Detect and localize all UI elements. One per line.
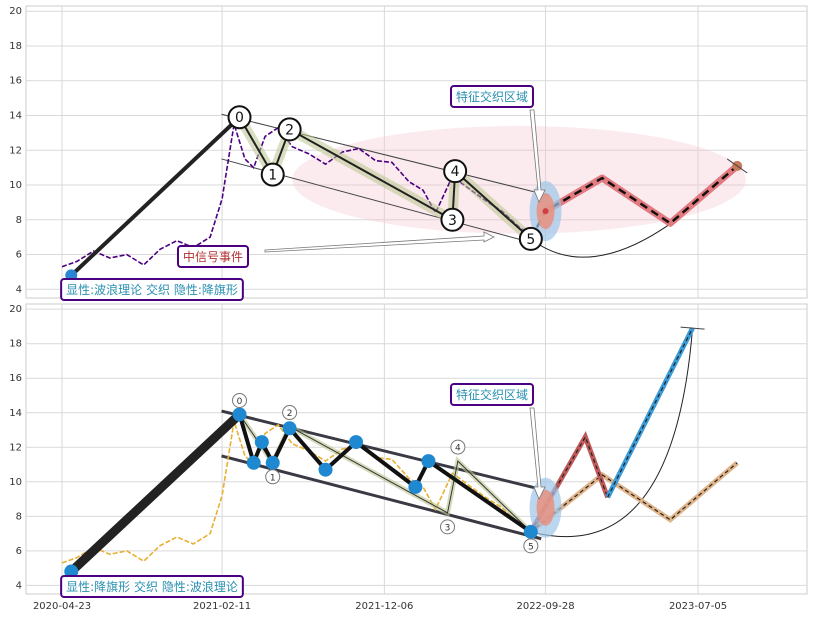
wave-marker <box>232 392 248 408</box>
flag-point-marker <box>232 407 247 422</box>
zone-label: 特征交织区域 <box>449 383 535 406</box>
zone-core <box>536 489 555 526</box>
x-axis: 2020-04-23 2021-02-11 2021-12-06 2022-09-28… <box>33 601 727 612</box>
x-tick-label: 2023-07-05 <box>669 601 727 612</box>
y-tick-label: 14 <box>9 408 22 419</box>
y-tick-label: 6 <box>16 250 22 261</box>
y-tick-label: 10 <box>9 180 22 191</box>
flag-point-marker <box>254 435 269 450</box>
x-tick-label: 2020-04-23 <box>33 601 91 612</box>
y-tick-label: 4 <box>16 580 22 591</box>
start-leg <box>68 411 243 575</box>
y-tick-label: 20 <box>9 6 22 17</box>
zone-label-text: 特征交织区域 <box>456 387 528 402</box>
wave-marker <box>265 469 281 485</box>
x-tick-label: 2021-02-11 <box>193 601 251 612</box>
y-tick-label: 12 <box>9 442 22 453</box>
zone-dot <box>542 208 549 215</box>
flag-point-marker <box>282 421 297 436</box>
wave-marker <box>450 439 466 455</box>
y-tick-label: 12 <box>9 145 22 156</box>
start-leg <box>69 115 241 277</box>
wave-marker <box>440 519 456 535</box>
y-tick-label: 8 <box>16 215 22 226</box>
plot-area: 0 1 2 3 4 5 <box>61 105 748 282</box>
pattern-label-box <box>60 575 244 598</box>
wave-label: 2 <box>287 409 293 419</box>
wave-label: 5 <box>528 542 534 552</box>
wave-marker <box>260 162 285 187</box>
y-tick-label: 18 <box>9 339 22 350</box>
wave-label: 5 <box>526 232 535 248</box>
y-tick-label: 20 <box>9 304 22 315</box>
y-tick-label: 18 <box>9 41 22 52</box>
wave-label: 1 <box>270 473 276 483</box>
wave-marker <box>443 159 468 184</box>
zone-arrow <box>529 407 546 500</box>
wave-label: 0 <box>237 397 243 407</box>
flag-point-marker <box>421 454 436 469</box>
event-label: 中信号事件 <box>176 245 250 268</box>
flag-zigzag <box>237 413 532 534</box>
projection-tan-path <box>530 462 738 533</box>
wave-label: 4 <box>455 444 461 454</box>
projection-end-tick <box>726 158 748 174</box>
plot-area: 0 1 2 3 4 5 <box>61 326 739 579</box>
pattern-label-box <box>60 278 244 301</box>
feature-ellipse <box>292 125 746 234</box>
flag-point-marker <box>523 524 538 539</box>
zone-arrow <box>529 109 546 203</box>
pattern-label: 显性:波浪理论 交织 隐性:降旗形 <box>60 278 244 301</box>
wave-marker <box>440 207 465 232</box>
channel-upper-line <box>221 113 549 196</box>
zone-label: 特征交织区域 <box>449 85 535 108</box>
flag-point-marker <box>349 435 364 450</box>
y-tick-label: 16 <box>9 76 22 87</box>
wave-marker <box>523 538 539 554</box>
wave-label: 3 <box>445 523 451 533</box>
event-label-box <box>176 245 250 268</box>
pattern-label-text: 显性:降旗形 交织 隐性:波浪理论 <box>66 579 238 594</box>
y-tick-label: 4 <box>16 284 22 295</box>
wave-label: 1 <box>268 168 277 184</box>
y-tick-label: 16 <box>9 373 22 384</box>
y-tick-label: 6 <box>16 546 22 557</box>
plot-frame <box>25 303 808 595</box>
zone-label-text: 特征交织区域 <box>456 89 528 104</box>
flag-point-marker <box>265 455 280 470</box>
plot-frame <box>25 5 808 299</box>
projection-blue-path <box>607 327 694 498</box>
wave-label: 0 <box>235 110 244 126</box>
wave-marker <box>227 105 252 130</box>
flag-point-marker <box>318 462 333 477</box>
wave-label: 2 <box>285 122 294 138</box>
x-tick-label: 2021-12-06 <box>355 601 413 612</box>
pattern-label-text: 显性:波浪理论 交织 隐性:降旗形 <box>66 282 238 297</box>
zone-label-box <box>449 85 535 108</box>
wave-label: 3 <box>448 213 457 229</box>
wave-marker <box>277 117 302 142</box>
y-tick-label: 8 <box>16 511 22 522</box>
top-panel: 468101214161820012345特征交织区域中信号事件显性:波浪理论 … <box>9 5 808 301</box>
y-tick-label: 14 <box>9 111 22 122</box>
zone-label-box <box>449 383 535 406</box>
wave-marker <box>282 405 298 421</box>
flag-point-marker <box>246 455 261 470</box>
projection-end-tick <box>680 326 705 330</box>
pattern-label: 显性:降旗形 交织 隐性:波浪理论 <box>60 575 244 598</box>
event-label-text: 中信号事件 <box>183 249 243 264</box>
x-tick-label: 2022-09-28 <box>516 601 574 612</box>
y-tick-label: 10 <box>9 477 22 488</box>
flag-upper-line <box>221 409 539 491</box>
wave-marker <box>518 226 543 251</box>
wave-label: 4 <box>451 164 460 180</box>
event-arrow <box>264 231 495 253</box>
flag-point-marker <box>408 479 423 494</box>
